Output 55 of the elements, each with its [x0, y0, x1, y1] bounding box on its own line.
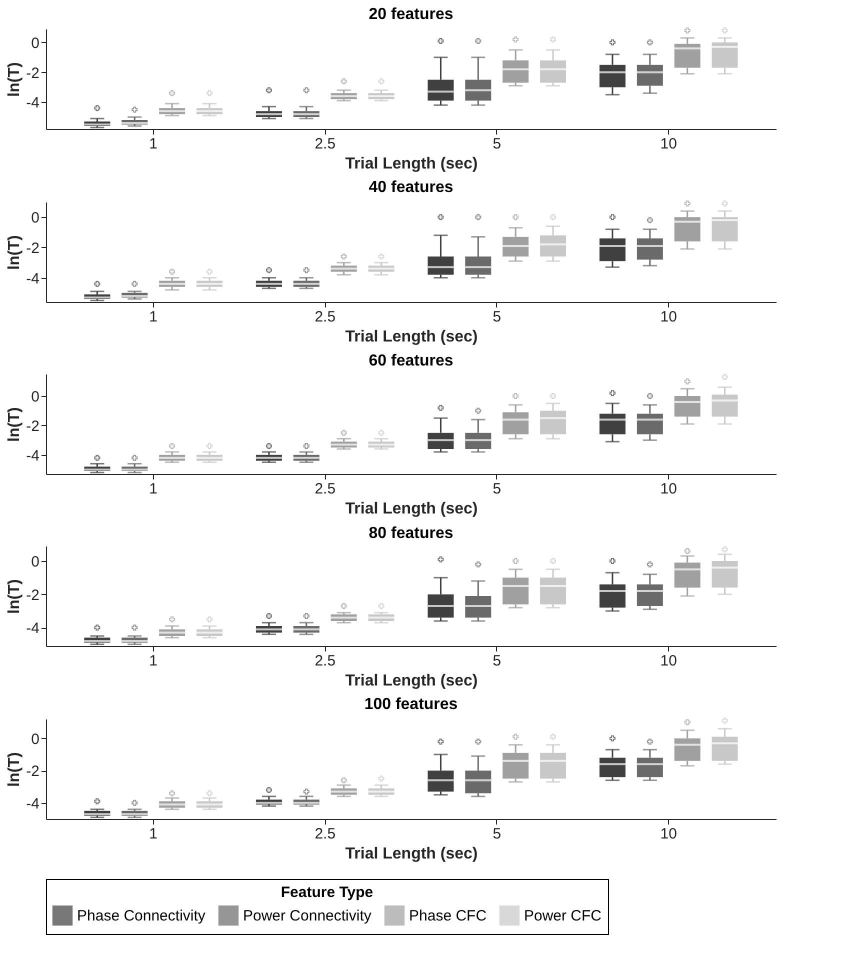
x-tick-label: 5: [492, 480, 502, 498]
y-tick-label: -4: [26, 94, 40, 112]
y-tick-label: -2: [26, 763, 40, 780]
y-tick-label: -2: [26, 586, 40, 604]
x-tick-label: 2.5: [314, 308, 336, 326]
x-tick-label: 5: [492, 652, 502, 670]
chart-title: 100 features: [364, 696, 458, 714]
legend-label: Phase CFC: [409, 908, 487, 925]
x-tick-label: 2.5: [314, 480, 336, 498]
x-tick-label: 10: [660, 652, 677, 670]
x-tick-label: 1: [149, 652, 158, 670]
x-tick-label: 1: [149, 308, 158, 326]
y-axis-title: ln(T): [6, 752, 24, 787]
x-tick-label: 10: [660, 308, 677, 326]
y-axis-title: ln(T): [6, 407, 24, 442]
legend-title: Feature Type: [280, 884, 374, 901]
x-tick-label: 1: [149, 136, 158, 152]
y-tick-label: 0: [31, 554, 40, 570]
y-axis-title: ln(T): [6, 579, 24, 614]
x-tick-label: 5: [492, 136, 502, 152]
y-tick-label: -4: [26, 270, 40, 288]
y-axis-title: ln(T): [6, 62, 24, 97]
y-axis-title: ln(T): [6, 235, 24, 270]
y-tick-label: -4: [26, 447, 40, 464]
chart-title: 40 features: [368, 179, 454, 196]
chart-title: 60 features: [368, 352, 454, 370]
y-tick-label: -2: [26, 418, 40, 435]
y-tick-label: 0: [31, 210, 40, 227]
y-tick-label: -2: [26, 64, 40, 82]
chart-title: 80 features: [368, 524, 454, 542]
legend-label: Power CFC: [524, 908, 602, 925]
x-tick-label: 2.5: [314, 826, 336, 842]
y-tick-label: -4: [26, 795, 40, 812]
x-tick-label: 5: [492, 826, 502, 842]
y-tick-label: 0: [31, 730, 40, 748]
x-tick-label: 10: [660, 480, 677, 498]
x-tick-label: 2.5: [314, 136, 336, 152]
y-tick-label: -4: [26, 620, 40, 638]
y-tick-label: 0: [31, 388, 40, 406]
x-axis-title: Trial Length (sec): [345, 500, 478, 518]
y-tick-label: -2: [26, 240, 40, 257]
x-tick-label: 1: [149, 826, 158, 842]
legend-label: Power Connectivity: [243, 908, 372, 925]
y-tick-label: 0: [31, 34, 40, 52]
x-axis-title: Trial Length (sec): [345, 846, 478, 862]
x-tick-label: 1: [149, 480, 158, 498]
x-axis-title: Trial Length (sec): [345, 156, 478, 172]
x-axis-title: Trial Length (sec): [345, 672, 478, 690]
legend-label: Phase Connectivity: [77, 908, 206, 925]
x-axis-title: Trial Length (sec): [345, 328, 478, 346]
chart-title: 20 features: [368, 6, 454, 23]
x-tick-label: 5: [492, 308, 502, 326]
x-tick-label: 2.5: [314, 652, 336, 670]
x-tick-label: 10: [660, 136, 677, 152]
x-tick-label: 10: [660, 826, 677, 842]
